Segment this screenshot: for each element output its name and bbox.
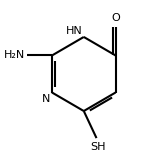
- Text: O: O: [111, 13, 120, 23]
- Text: SH: SH: [90, 142, 106, 152]
- Text: HN: HN: [66, 26, 82, 35]
- Text: N: N: [42, 94, 51, 104]
- Text: H₂N: H₂N: [4, 51, 25, 60]
